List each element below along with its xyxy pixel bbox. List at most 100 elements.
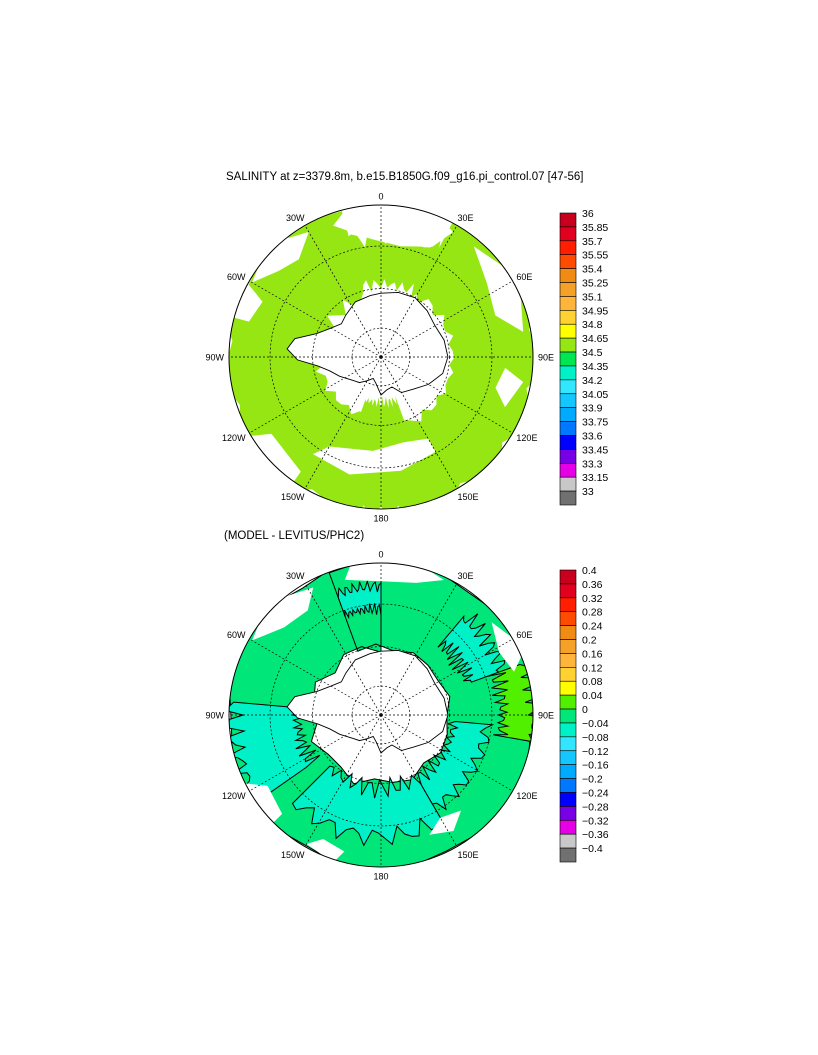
meridian-line [380, 714, 458, 847]
missing-data-region [333, 205, 454, 247]
colorbar-tick-label: 0.28 [582, 607, 603, 619]
colorbar-tick-label: 33 [582, 486, 594, 498]
longitude-label: 150W [281, 492, 305, 502]
latitude-circle [269, 245, 493, 469]
colorbar-tick-label: 33.6 [582, 430, 603, 442]
longitude-label: 180 [373, 872, 388, 882]
longitude-label: 90W [205, 353, 224, 363]
colorbar-tick-label: 0.08 [582, 676, 603, 688]
colorbar-tick-label: 0.16 [582, 648, 603, 660]
meridian-line [249, 714, 382, 792]
colorbar-tick-label: 34.5 [582, 347, 603, 359]
colorbar-swatch [559, 722, 577, 738]
colorbar-swatch [559, 490, 577, 506]
longitude-label: 120W [222, 791, 246, 801]
field-region [324, 226, 452, 305]
missing-data-region [491, 622, 526, 672]
longitude-label: 60W [227, 630, 246, 640]
field-region [437, 613, 506, 683]
colorbar-swatch [559, 694, 577, 710]
colorbar-tick-label: −0.32 [582, 815, 609, 827]
longitude-label: 30W [286, 213, 305, 223]
colorbar-tick-label: −0.36 [582, 829, 609, 841]
colorbar-tick-label: 0.4 [582, 565, 597, 577]
colorbar-tick-label: 34.8 [582, 319, 603, 331]
colorbar-swatch [559, 597, 577, 613]
longitude-label: 60E [516, 630, 532, 640]
colorbar-tick-label: 0.12 [582, 662, 603, 674]
longitude-label: 30W [286, 571, 305, 581]
longitude-label: 180 [373, 514, 388, 524]
longitude-label: 0 [378, 192, 383, 202]
map-field [229, 563, 533, 867]
colorbar-swatch [559, 819, 577, 835]
colorbar-tick-label: 35.55 [582, 250, 608, 262]
antarctica-coastline [286, 649, 449, 754]
colorbar-swatch [559, 680, 577, 696]
colorbar-swatch [559, 569, 577, 585]
colorbar-tick-label: 35.1 [582, 291, 603, 303]
colorbar-tick-label: 33.15 [582, 472, 608, 484]
colorbar-tick-label: −0.08 [582, 732, 609, 744]
colorbar-swatch [559, 625, 577, 640]
colorbar-tick-label: 0.36 [582, 579, 603, 591]
colorbar-tick-label: 33.75 [582, 417, 608, 429]
meridian-line [304, 356, 382, 489]
colorbar-swatch [559, 778, 577, 793]
colorbar-tick-label: 34.95 [582, 305, 608, 317]
colorbar-swatch [559, 750, 577, 765]
missing-data-region [429, 810, 462, 835]
colorbar: 0.4 0.36 0.32 0.28 0.24 0.20.16 0.12 0.08 0.04 0 −… [559, 565, 609, 863]
missing-data-region [473, 246, 524, 332]
colorbar-swatch [559, 792, 577, 807]
colorbar-tick-label: 36 [582, 208, 594, 220]
colorbar-tick-label: 35.25 [582, 278, 608, 290]
longitude-label: 150E [458, 850, 479, 860]
longitude-label: 90W [205, 711, 224, 721]
colorbar-swatch [559, 708, 577, 724]
missing-data-region [344, 563, 444, 583]
colorbar-tick-label: −0.4 [582, 843, 603, 855]
colorbar-tick-label: 33.45 [582, 444, 608, 456]
salinity-polar-map: 0 30E 60E 90E 120E 150E 180 150W 120W 90W 60W 30W 36… [205, 192, 608, 524]
colorbar-tick-label: −0.12 [582, 746, 609, 758]
meridian-line [249, 280, 382, 358]
colorbar-tick-label: −0.24 [582, 787, 609, 799]
longitude-label: 150E [458, 492, 479, 502]
meridian-line [304, 714, 382, 847]
longitude-label: 90E [538, 711, 554, 721]
map-title-difference: (MODEL - LEVITUS/PHC2) [224, 530, 365, 542]
colorbar-swatch [559, 583, 577, 599]
missing-data-region [306, 839, 345, 863]
map-boundary [228, 562, 534, 868]
colorbar-tick-label: 33.3 [582, 458, 603, 470]
field-region [291, 765, 444, 847]
longitude-label: 120W [222, 433, 246, 443]
meridian-line [380, 280, 513, 358]
longitude-label: 120E [516, 433, 537, 443]
latitude-circle [269, 603, 493, 827]
missing-data-region [252, 587, 314, 641]
colorbar-swatch [559, 653, 577, 668]
meridian-line [380, 356, 513, 434]
colorbar-tick-label: 34.05 [582, 389, 608, 401]
colorbar-tick-label: 35.7 [582, 236, 603, 248]
antarctica-coastline [286, 291, 449, 396]
colorbar-swatch [559, 833, 577, 849]
colorbar-swatch [559, 806, 577, 821]
meridian-line [380, 356, 458, 489]
map-title-salinity: SALINITY at z=3379.8m, b.e15.B1850G.f09_… [226, 171, 584, 183]
meridian-line [380, 714, 513, 792]
colorbar-tick-label: 35.85 [582, 222, 608, 234]
colorbar-tick-label: 35.4 [582, 264, 603, 276]
longitude-label: 60W [227, 272, 246, 282]
colorbar-tick-label: 0.32 [582, 593, 603, 605]
meridian-line [304, 225, 382, 358]
missing-data-region [252, 231, 309, 283]
longitude-label: 0 [378, 550, 383, 560]
longitude-label: 150W [281, 850, 305, 860]
colorbar-tick-label: 34.65 [582, 333, 608, 345]
colorbar-tick-label: 34.35 [582, 361, 608, 373]
